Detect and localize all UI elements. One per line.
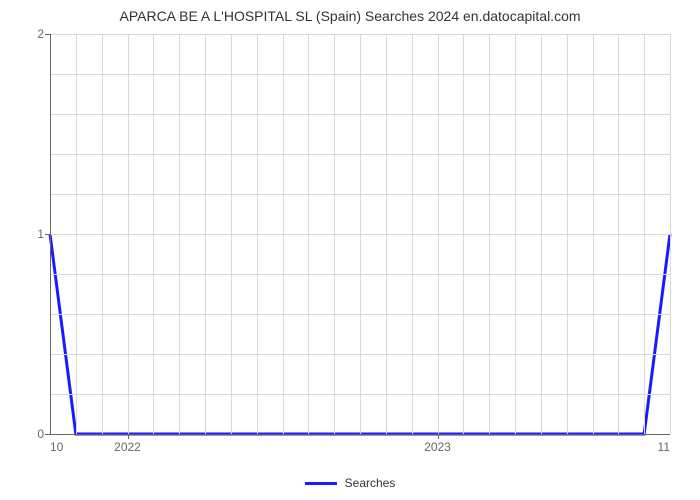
chart-title: APARCA BE A L'HOSPITAL SL (Spain) Search… [0, 8, 700, 24]
x-axis-line [50, 434, 670, 435]
x-tick-mark [128, 434, 129, 439]
y-tick-mark [45, 434, 50, 435]
y-tick-mark [45, 34, 50, 35]
x-tick-mark [438, 434, 439, 439]
grid-line-horizontal [50, 34, 670, 35]
grid-line-horizontal [50, 314, 670, 315]
y-axis-line [50, 34, 51, 434]
legend: Searches [0, 476, 700, 490]
legend-label: Searches [345, 476, 396, 490]
grid-line-horizontal [50, 274, 670, 275]
y-tick-mark [45, 234, 50, 235]
grid-line-horizontal [50, 194, 670, 195]
grid-line-vertical [670, 34, 671, 434]
plot-area: 012202220231011 [50, 34, 670, 434]
legend-swatch [305, 482, 337, 485]
grid-line-horizontal [50, 394, 670, 395]
grid-line-horizontal [50, 154, 670, 155]
x-extra-label: 10 [50, 440, 63, 454]
grid-line-horizontal [50, 114, 670, 115]
grid-line-horizontal [50, 354, 670, 355]
line-chart: APARCA BE A L'HOSPITAL SL (Spain) Search… [0, 0, 700, 500]
grid-line-horizontal [50, 74, 670, 75]
x-extra-label: 11 [658, 440, 670, 454]
grid-line-horizontal [50, 234, 670, 235]
